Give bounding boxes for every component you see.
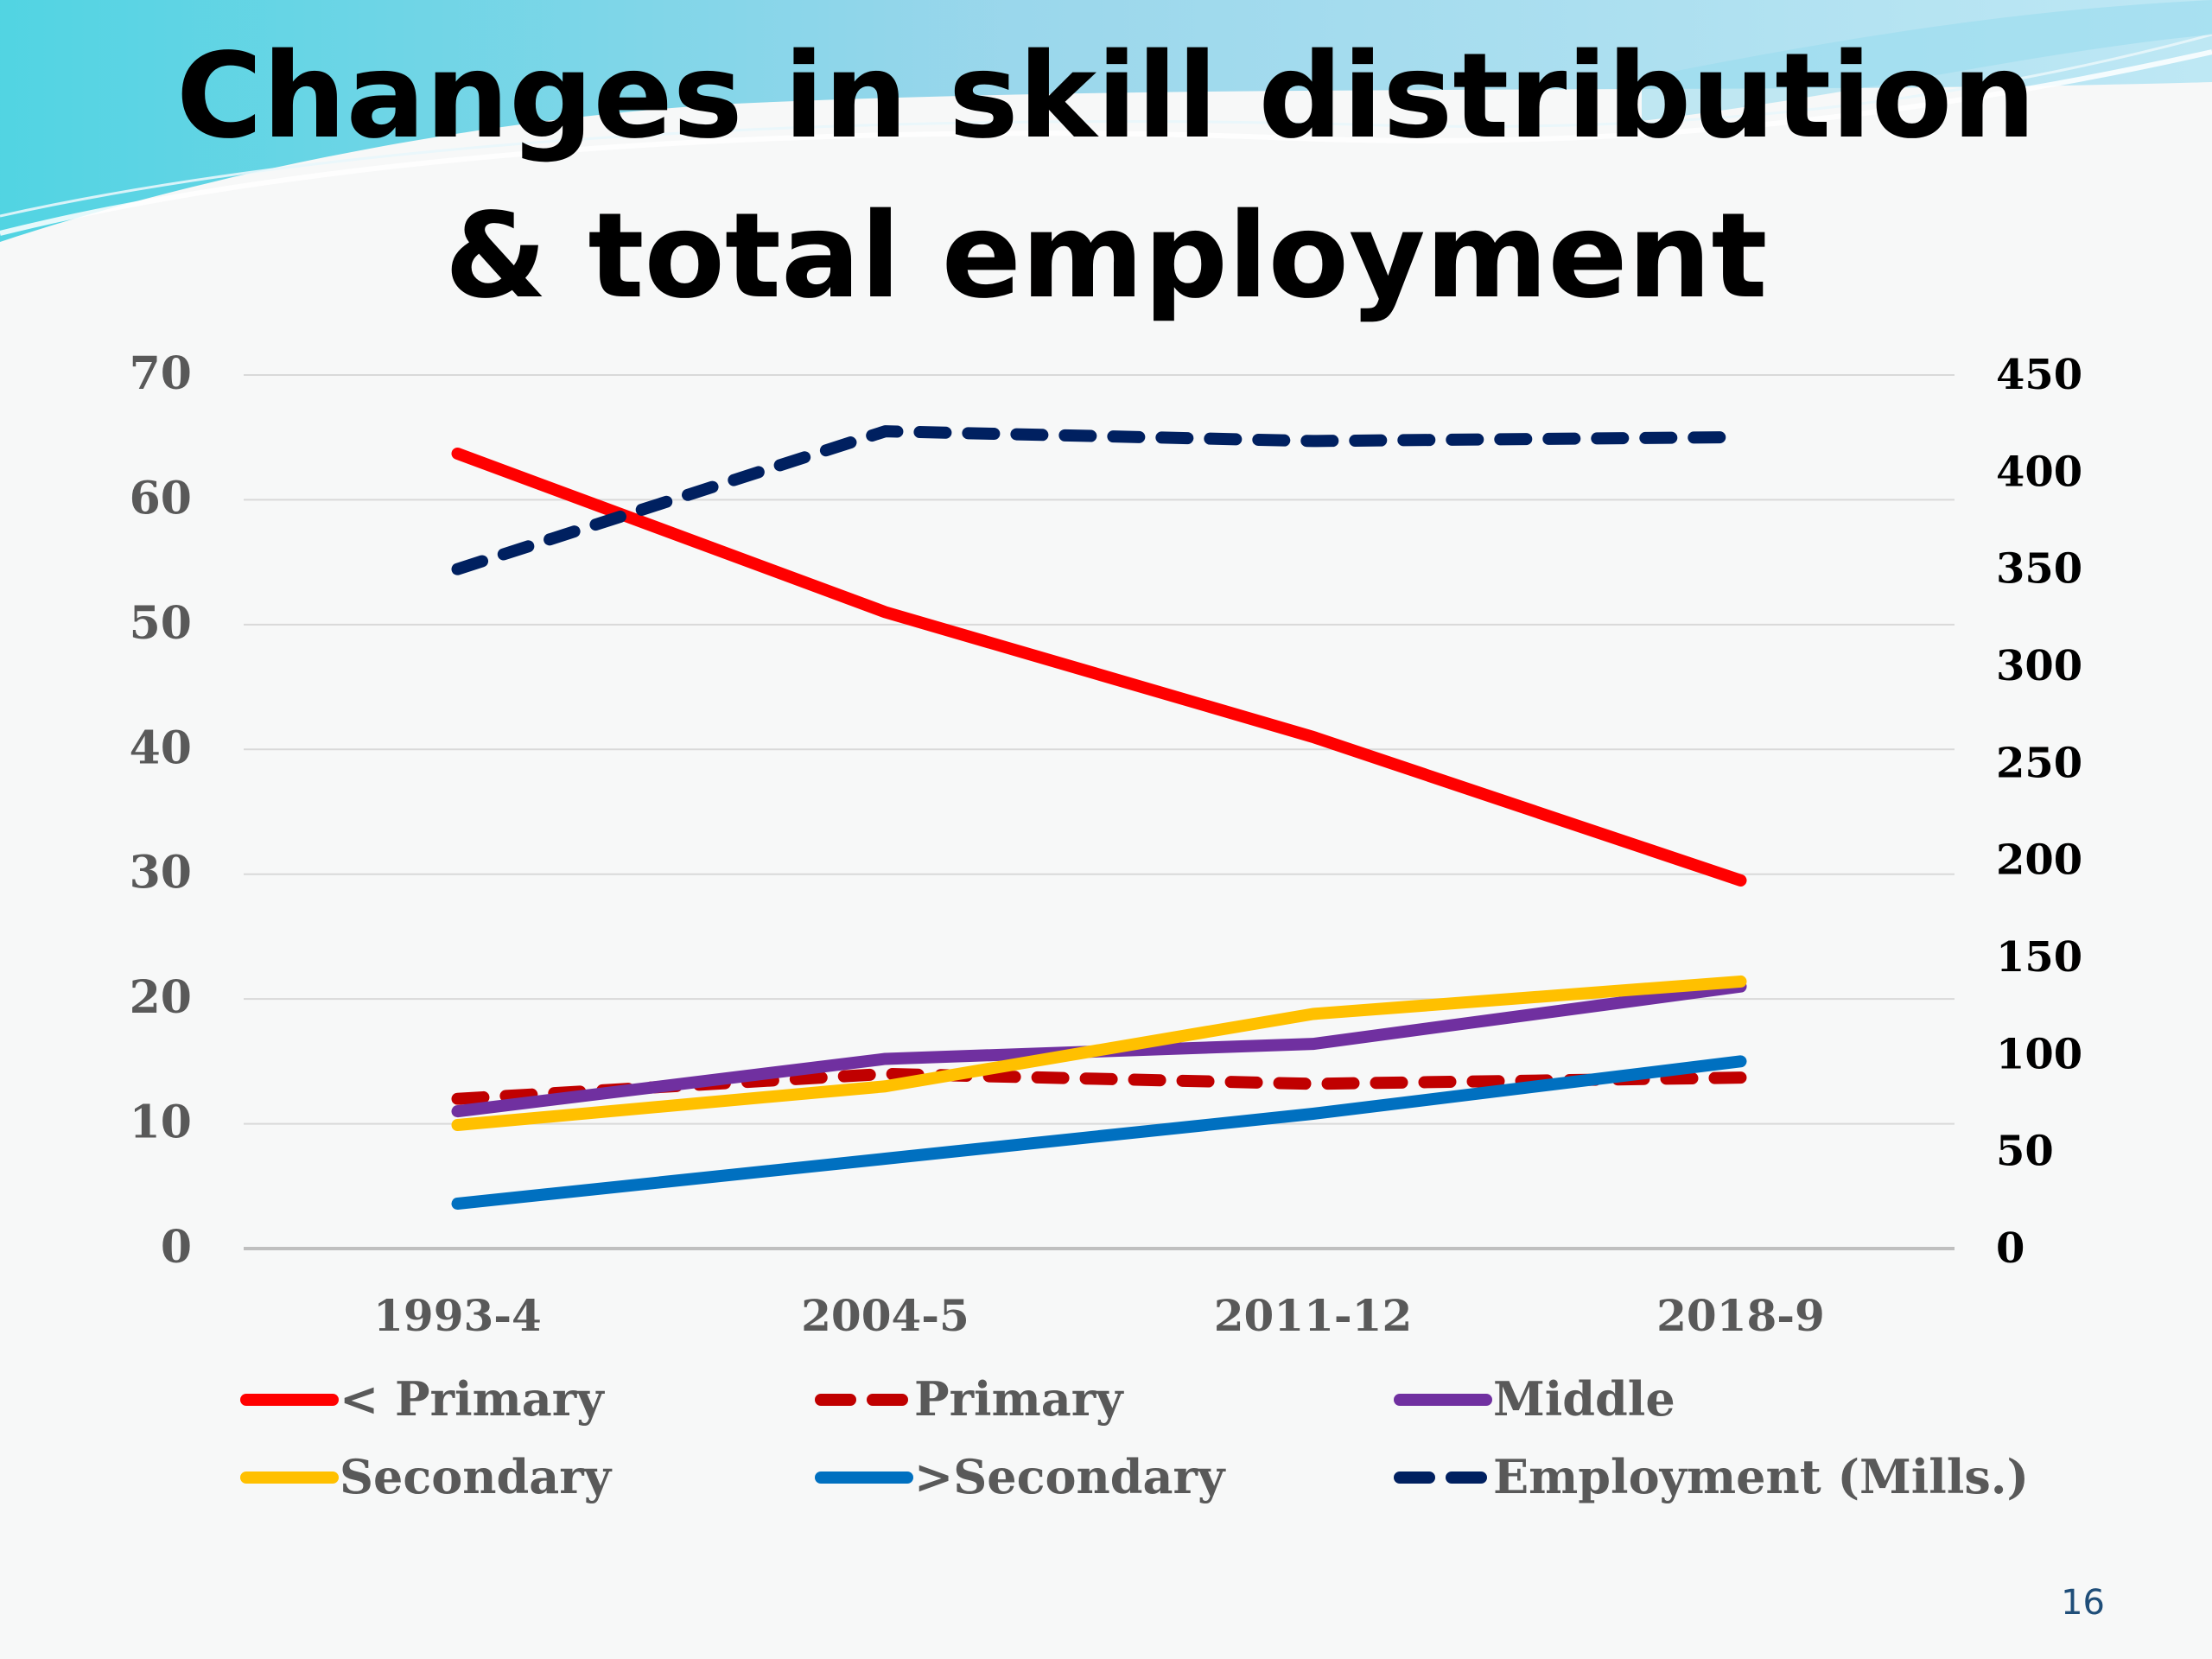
left-axis-tick-label: 40 xyxy=(130,721,192,774)
x-axis-tick-label: 1993-4 xyxy=(373,1290,542,1341)
series-lines xyxy=(451,425,1747,1211)
right-axis-ticks: 0 50 100 150 200 250 300 350 400 450 xyxy=(1996,351,2082,1273)
legend-label: Middle xyxy=(1493,1371,1675,1427)
legend: < Primary Primary Middle Secondary >Secondar… xyxy=(240,1371,2029,1504)
x-axis-tick-label: 2011-12 xyxy=(1214,1290,1413,1341)
left-axis-tick-label: 10 xyxy=(130,1096,192,1149)
right-axis-tick-label: 400 xyxy=(1996,448,2082,496)
right-axis-tick-label: 50 xyxy=(1996,1128,2054,1176)
left-axis-ticks: 0 10 20 30 40 50 60 70 xyxy=(130,347,192,1274)
series-line xyxy=(451,425,1747,575)
right-axis-tick-label: 450 xyxy=(1996,351,2082,399)
x-axis-tick-label: 2004-5 xyxy=(801,1290,969,1341)
right-axis-tick-label: 250 xyxy=(1996,739,2082,787)
x-axis-tick-label: 2018-9 xyxy=(1656,1290,1825,1341)
slide-title-line-1: Changes in skill distribution xyxy=(175,29,2037,165)
right-axis-tick-label: 200 xyxy=(1996,836,2082,885)
left-axis-tick-label: 0 xyxy=(161,1221,192,1274)
x-axis-ticks: 1993-4 2004-5 2011-12 2018-9 xyxy=(373,1290,1825,1341)
slide-title-line-2: & total employment xyxy=(444,188,1768,325)
left-axis-tick-label: 30 xyxy=(130,847,192,899)
legend-label: Primary xyxy=(914,1371,1124,1427)
slide-title: Changes in skill distribution & total em… xyxy=(0,17,2212,337)
left-axis-tick-label: 20 xyxy=(130,971,192,1024)
left-axis-tick-label: 50 xyxy=(130,597,192,650)
legend-label: Secondary xyxy=(340,1449,613,1504)
right-axis-tick-label: 150 xyxy=(1996,933,2082,982)
series-line xyxy=(451,1055,1747,1211)
right-axis-tick-label: 350 xyxy=(1996,545,2082,594)
series-line xyxy=(451,975,1747,1132)
legend-label: >Secondary xyxy=(914,1449,1226,1504)
left-axis-tick-label: 70 xyxy=(130,347,192,400)
series-line xyxy=(451,447,1747,887)
left-axis-tick-label: 60 xyxy=(130,472,192,524)
page-number: 16 xyxy=(2061,1583,2105,1623)
legend-label: Employment (Mills.) xyxy=(1493,1449,2029,1504)
legend-label: < Primary xyxy=(340,1371,605,1427)
right-axis-tick-label: 300 xyxy=(1996,642,2082,690)
right-axis-tick-label: 0 xyxy=(1996,1224,2024,1273)
right-axis-tick-label: 100 xyxy=(1996,1030,2082,1078)
